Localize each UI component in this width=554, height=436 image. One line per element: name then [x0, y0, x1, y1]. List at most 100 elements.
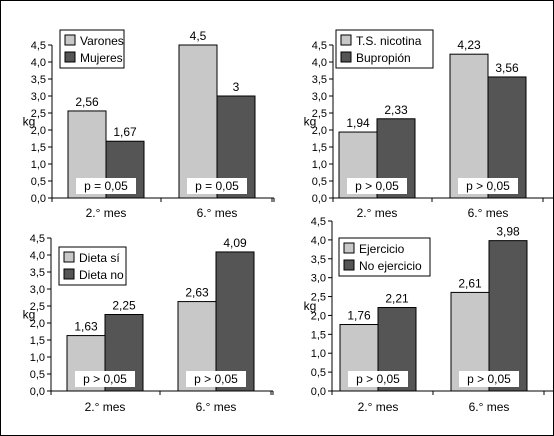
y-tick-label: 1,0: [31, 159, 46, 171]
category-label: 2.° mes: [358, 400, 399, 414]
y-tick-label: 3,5: [311, 254, 326, 266]
data-label: 2,33: [384, 103, 408, 117]
y-tick-label: 3,0: [311, 273, 326, 285]
data-label: 1,67: [113, 125, 137, 139]
legend-entry: Bupropión: [356, 51, 411, 65]
data-label: 4,23: [457, 38, 481, 52]
p-value-label: p = 0,05: [195, 179, 239, 193]
data-label: 2,21: [385, 292, 409, 306]
legend-swatch: [343, 242, 355, 254]
category-label: 2.° mes: [357, 206, 398, 220]
data-label: 2,63: [185, 286, 209, 300]
p-value-box: [187, 178, 247, 194]
legend-entry: Varones: [80, 34, 124, 48]
y-tick-label: 0,5: [30, 369, 45, 381]
data-label: 2,25: [112, 299, 136, 313]
p-value-label: p > 0,05: [355, 179, 399, 193]
y-tick-label: 1,0: [311, 348, 326, 360]
p-value-box: [459, 371, 519, 387]
bar: [449, 53, 489, 199]
y-tick-label: 0,5: [312, 176, 327, 188]
y-tick-label: 4,5: [311, 216, 326, 228]
y-tick-label: 3,0: [312, 91, 327, 103]
legend-swatch: [343, 259, 355, 271]
y-tick-label: 1,0: [312, 159, 327, 171]
p-value-box: [348, 371, 408, 387]
legend-entry: T.S. nicotina: [356, 34, 422, 48]
y-tick-label: 0,0: [312, 193, 327, 205]
data-label: 3: [233, 80, 240, 94]
data-label: 2,56: [75, 95, 99, 109]
y-tick-label: 4,5: [312, 40, 327, 52]
y-tick-label: 4,0: [31, 57, 46, 69]
y-tick-label: 3,0: [30, 284, 45, 296]
y-tick-label: 3,0: [31, 91, 46, 103]
y-tick-label: 0,0: [311, 386, 326, 398]
y-tick-label: 4,5: [30, 233, 45, 245]
y-tick-label: 2,5: [312, 108, 327, 120]
y-tick-label: 0,5: [311, 367, 326, 379]
legend-swatch: [64, 51, 76, 63]
y-tick-label: 3,5: [31, 74, 46, 86]
p-value-label: p > 0,05: [194, 372, 238, 386]
y-tick-label: 4,0: [30, 250, 45, 262]
y-axis-label: kg: [304, 299, 317, 313]
legend-swatch: [64, 34, 76, 46]
y-axis-label: kg: [23, 308, 36, 322]
y-axis-label: kg: [23, 115, 36, 129]
p-value-label: p > 0,05: [467, 372, 511, 386]
y-tick-label: 2,5: [30, 301, 45, 313]
y-tick-label: 2,0: [31, 125, 46, 137]
category-label: 6.° mes: [196, 400, 237, 414]
data-label: 3,98: [496, 225, 520, 239]
y-tick-label: 2,5: [31, 108, 46, 120]
bar: [488, 240, 528, 392]
p-value-box: [347, 178, 407, 194]
y-tick-label: 3,5: [30, 267, 45, 279]
legend-swatch: [63, 251, 75, 263]
y-tick-label: 1,5: [31, 142, 46, 154]
y-tick-label: 2,0: [312, 125, 327, 137]
y-tick-label: 0,0: [31, 193, 46, 205]
bar: [178, 44, 218, 199]
category-label: 2.° mes: [85, 400, 126, 414]
y-tick-label: 2,0: [30, 318, 45, 330]
category-label: 6.° mes: [469, 400, 510, 414]
p-value-label: p > 0,05: [83, 372, 127, 386]
p-value-box: [458, 178, 518, 194]
legend-entry: Ejercicio: [359, 242, 405, 256]
legend-entry: Dieta no: [79, 268, 124, 282]
category-label: 6.° mes: [468, 206, 509, 220]
legend-swatch: [340, 34, 352, 46]
bar: [215, 251, 255, 392]
y-tick-label: 2,5: [311, 292, 326, 304]
data-label: 1,76: [347, 309, 371, 323]
y-tick-label: 1,5: [311, 329, 326, 341]
p-value-box: [75, 371, 135, 387]
y-tick-label: 2,0: [311, 310, 326, 322]
data-label: 3,56: [495, 61, 519, 75]
legend-entry: No ejercicio: [359, 259, 422, 273]
y-tick-label: 4,0: [311, 235, 326, 247]
p-value-box: [76, 178, 136, 194]
y-tick-label: 4,5: [31, 40, 46, 52]
data-label: 1,63: [74, 320, 98, 334]
data-label: 4,09: [223, 236, 247, 250]
legend-box: [335, 29, 434, 69]
y-tick-label: 4,0: [312, 57, 327, 69]
y-tick-label: 1,0: [30, 352, 45, 364]
legend-swatch: [63, 268, 75, 280]
data-label: 1,94: [346, 116, 370, 130]
bar: [487, 76, 527, 199]
legend-swatch: [340, 51, 352, 63]
category-label: 6.° mes: [197, 206, 238, 220]
p-value-box: [186, 371, 246, 387]
p-value-label: p > 0,05: [466, 179, 510, 193]
y-tick-label: 1,5: [312, 142, 327, 154]
data-label: 2,61: [458, 276, 482, 290]
y-tick-label: 3,5: [312, 74, 327, 86]
legend-entry: Dieta sí: [79, 251, 120, 265]
y-tick-label: 0,5: [31, 176, 46, 188]
